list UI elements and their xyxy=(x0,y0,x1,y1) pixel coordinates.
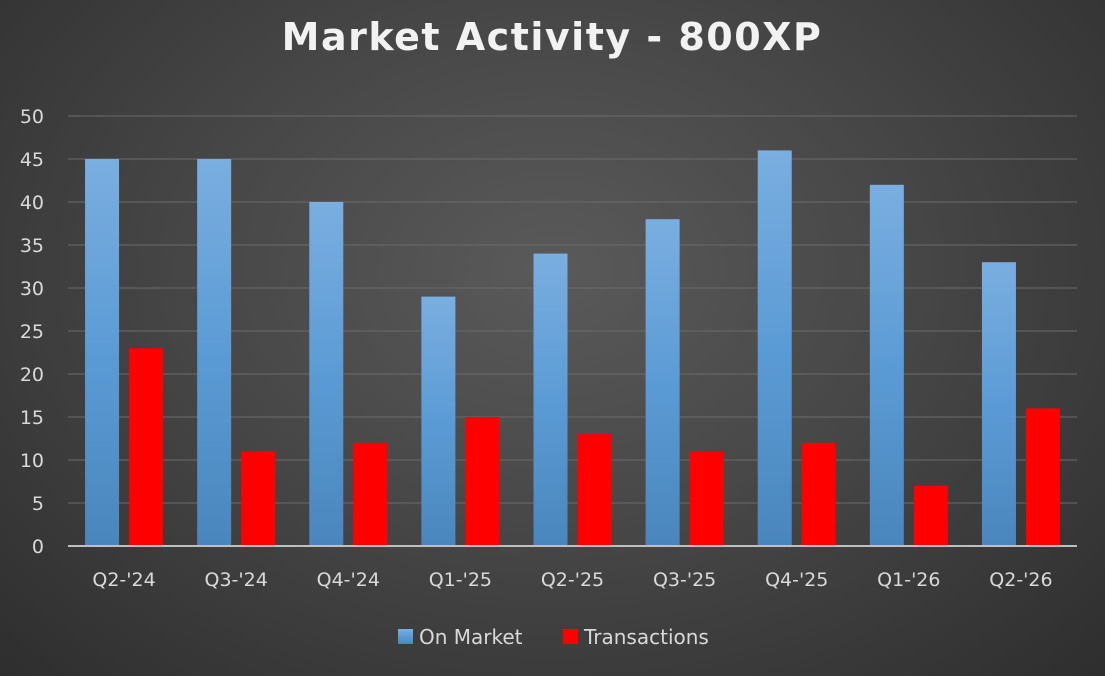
bar-transactions xyxy=(689,451,724,546)
bar-on-market xyxy=(645,219,680,546)
x-tick-label: Q2-'26 xyxy=(989,569,1052,591)
legend-label: Transactions xyxy=(583,625,709,649)
legend: On Market Transactions xyxy=(398,625,709,649)
y-tick-label: 0 xyxy=(32,536,44,558)
bar-on-market xyxy=(533,253,568,546)
x-tick-label: Q2-'25 xyxy=(541,569,604,591)
y-tick-label: 50 xyxy=(20,106,44,128)
bar-on-market xyxy=(421,296,456,546)
bar-on-market xyxy=(309,202,344,546)
x-tick-label: Q4-'25 xyxy=(765,569,828,591)
bar-transactions xyxy=(353,442,388,546)
x-tick-label: Q1-'25 xyxy=(429,569,492,591)
bar-transactions xyxy=(913,485,948,546)
bar-transactions xyxy=(577,434,612,546)
bar-transactions xyxy=(1025,408,1060,546)
x-tick-label: Q3-'24 xyxy=(205,569,268,591)
bars xyxy=(85,150,1060,547)
bar-on-market xyxy=(981,262,1016,546)
bar-on-market xyxy=(757,150,792,546)
bar-on-market xyxy=(85,159,120,546)
bar-on-market xyxy=(869,184,904,547)
y-tick-label: 35 xyxy=(20,235,44,257)
bar-transactions xyxy=(465,417,500,546)
legend-swatch xyxy=(563,629,578,644)
y-tick-label: 15 xyxy=(20,407,44,429)
y-tick-label: 20 xyxy=(20,364,44,386)
y-tick-label: 45 xyxy=(20,149,44,171)
legend-label: On Market xyxy=(419,625,523,649)
bar-on-market xyxy=(197,159,232,546)
bar-transactions xyxy=(241,451,276,546)
y-tick-label: 25 xyxy=(20,321,44,343)
x-tick-label: Q3-'25 xyxy=(653,569,716,591)
chart-title: Market Activity - 800XP xyxy=(282,15,823,59)
bar-transactions xyxy=(129,348,164,546)
bar-transactions xyxy=(801,442,836,546)
gridlines xyxy=(68,115,1077,504)
legend-swatch xyxy=(398,629,413,644)
x-tick-label: Q4-'24 xyxy=(317,569,380,591)
y-tick-label: 30 xyxy=(20,278,44,300)
y-tick-label: 40 xyxy=(20,192,44,214)
x-tick-label: Q2-'24 xyxy=(92,569,155,591)
y-tick-label: 10 xyxy=(20,450,44,472)
x-tick-label: Q1-'26 xyxy=(877,569,940,591)
axes: 0 5 10 15 20 25 30 35 40 45 50 Q2-'24 Q3-'24 Q4-'24 Q1… xyxy=(20,106,1077,591)
y-tick-label: 5 xyxy=(32,493,44,515)
